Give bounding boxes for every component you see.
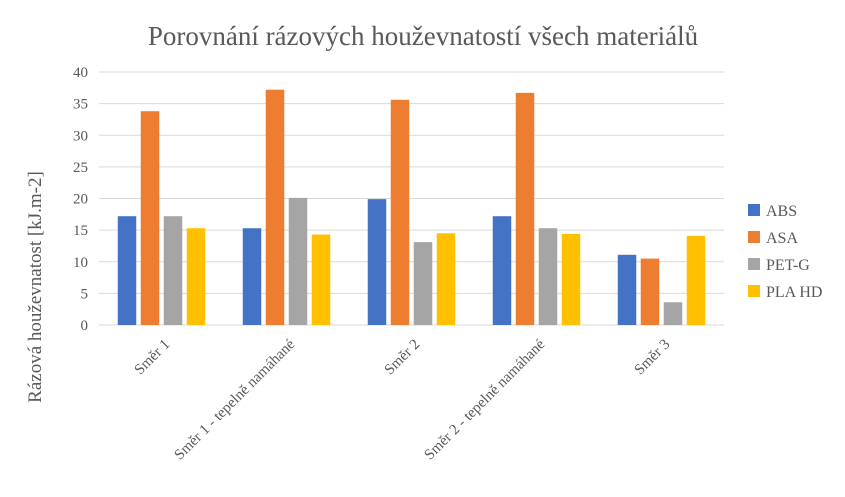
- bar-abs: [242, 228, 262, 325]
- bars: [117, 89, 706, 326]
- bar-pla-hd: [186, 228, 206, 325]
- bar-pla-hd: [561, 233, 581, 325]
- legend-label: ASA: [766, 230, 798, 247]
- legend-label: ABS: [766, 203, 797, 220]
- bar-pet-g: [288, 197, 308, 325]
- bar-abs: [117, 216, 137, 325]
- legend-swatch: [748, 258, 760, 270]
- bar-asa: [515, 92, 535, 325]
- bar-pet-g: [663, 302, 683, 325]
- bar-asa: [140, 111, 160, 325]
- legend-label: PLA HD: [766, 284, 822, 301]
- legend: ABS ASA PET-G PLA HD: [748, 203, 822, 301]
- y-tick-label: 20: [73, 192, 88, 208]
- y-tick-label: 30: [73, 128, 88, 144]
- bar-pet-g: [538, 228, 558, 325]
- bar-asa: [265, 89, 285, 326]
- bar-asa: [390, 99, 410, 325]
- legend-swatch: [748, 285, 760, 297]
- bar-abs: [492, 216, 512, 325]
- bar-asa: [640, 258, 660, 325]
- y-tick-label: 10: [73, 255, 88, 271]
- bar-abs: [367, 199, 387, 325]
- bar-pet-g: [163, 216, 183, 325]
- x-category-label: Směr 3: [632, 337, 674, 379]
- bar-pla-hd: [436, 233, 456, 325]
- y-tick-label: 5: [81, 286, 89, 302]
- y-tick-label: 0: [81, 318, 89, 334]
- y-tick-label: 25: [73, 160, 88, 176]
- y-tick-label: 40: [73, 65, 88, 81]
- chart-title: Porovnání rázových houževnatostí všech m…: [148, 21, 699, 51]
- y-tick-label: 15: [73, 223, 88, 239]
- bar-pla-hd: [311, 234, 331, 325]
- legend-swatch: [748, 204, 760, 216]
- legend-label: PET-G: [766, 257, 810, 274]
- y-tick-label: 35: [73, 97, 88, 113]
- x-category-label: Směr 2 - tepelně namáhané: [422, 336, 549, 463]
- y-axis-title: Rázová houževnatost [kJ.m-2]: [25, 171, 46, 403]
- bar-pla-hd: [686, 235, 706, 325]
- x-category-label: Směr 1: [132, 337, 174, 379]
- legend-swatch: [748, 231, 760, 243]
- x-category-label: Směr 1 - tepelně namáhané: [172, 336, 299, 463]
- bar-abs: [617, 254, 637, 325]
- x-category-label: Směr 2: [382, 337, 424, 379]
- y-axis-ticks: 0 5 10 15 20 25 30 35 40: [73, 65, 88, 334]
- bar-pet-g: [413, 242, 433, 325]
